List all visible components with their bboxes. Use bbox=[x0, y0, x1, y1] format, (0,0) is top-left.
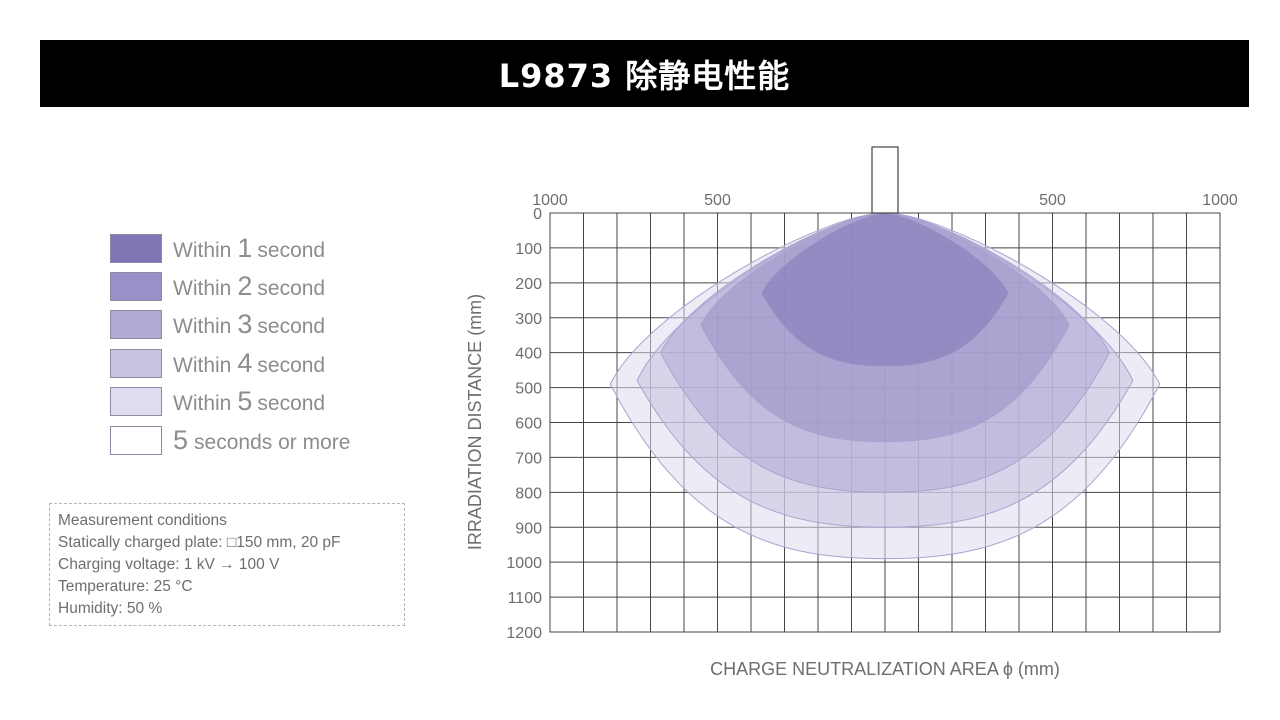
y-tick-label: 400 bbox=[515, 346, 542, 363]
legend-label: Within 3 second bbox=[173, 309, 326, 340]
legend-item: 5 seconds or more bbox=[110, 421, 410, 459]
legend-label: Within 2 second bbox=[173, 271, 326, 302]
legend-swatch bbox=[110, 387, 162, 417]
y-tick-label: 200 bbox=[515, 276, 542, 293]
y-tick-label: 800 bbox=[515, 485, 542, 502]
x-tick-label: 1000 bbox=[532, 192, 568, 209]
legend-item: Within 1 second bbox=[110, 229, 410, 267]
x-tick-label: 500 bbox=[704, 192, 731, 209]
y-tick-label: 1000 bbox=[506, 555, 542, 572]
y-axis-label: IRRADIATION DISTANCE (mm) bbox=[465, 294, 485, 550]
area-series-1 bbox=[760, 212, 1010, 368]
x-tick-label: 500 bbox=[1039, 192, 1066, 209]
legend-swatch bbox=[110, 348, 162, 378]
title-bar: L9873 除静电性能 bbox=[40, 40, 1249, 107]
legend-swatch bbox=[110, 425, 162, 455]
legend-item: Within 2 second bbox=[110, 267, 410, 305]
y-tick-label: 500 bbox=[515, 381, 542, 398]
x-axis-label: CHARGE NEUTRALIZATION AREA ϕ (mm) bbox=[710, 659, 1060, 679]
conditions-humidity: Humidity: 50 % bbox=[58, 600, 163, 617]
legend-label: 5 seconds or more bbox=[173, 424, 351, 455]
emitter-icon bbox=[871, 146, 899, 214]
legend-item: Within 3 second bbox=[110, 306, 410, 344]
legend-item: Within 4 second bbox=[110, 344, 410, 382]
y-tick-label: 600 bbox=[515, 416, 542, 433]
conditions-heading: Measurement conditions bbox=[58, 512, 227, 529]
legend-label: Within 4 second bbox=[173, 347, 326, 378]
legend-swatch bbox=[110, 310, 162, 340]
y-tick-label: 100 bbox=[515, 241, 542, 258]
conditions-voltage: Charging voltage: 1 kV → 100 V bbox=[58, 556, 280, 573]
y-tick-label: 1200 bbox=[506, 625, 542, 642]
y-tick-label: 300 bbox=[515, 311, 542, 328]
plot-border bbox=[549, 212, 1221, 633]
y-tick-label: 1100 bbox=[508, 590, 543, 607]
page-title: L9873 除静电性能 bbox=[498, 56, 791, 95]
conditions-temperature: Temperature: 25 °C bbox=[58, 578, 193, 595]
legend-item: Within 5 second bbox=[110, 383, 410, 421]
y-tick-label: 0 bbox=[533, 206, 542, 223]
legend: Within 1 second Within 2 second Within 3 second W… bbox=[110, 229, 410, 459]
legend-label: Within 5 second bbox=[173, 386, 326, 417]
conditions-plate: Statically charged plate: □150 mm, 20 pF bbox=[58, 534, 341, 551]
x-tick-label: 1000 bbox=[1202, 192, 1238, 209]
legend-swatch bbox=[110, 233, 162, 263]
legend-label: Within 1 second bbox=[173, 232, 326, 263]
legend-swatch bbox=[110, 272, 162, 302]
measurement-conditions: Measurement conditions Statically charge… bbox=[49, 503, 405, 626]
y-tick-label: 900 bbox=[515, 520, 542, 537]
y-tick-label: 700 bbox=[515, 450, 542, 467]
